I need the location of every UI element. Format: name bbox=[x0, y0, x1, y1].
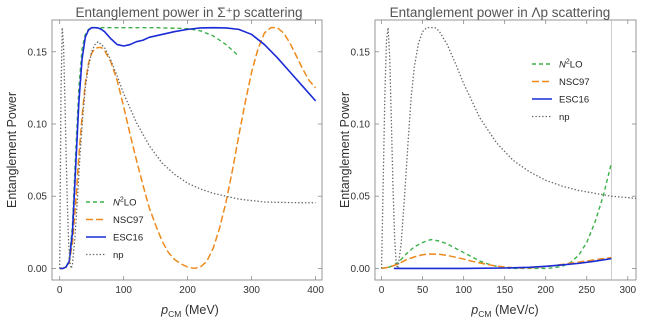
legend: N2LO NSC97 ESC16 np bbox=[86, 197, 144, 261]
x-axis-label: pCM (MeV) bbox=[160, 303, 219, 319]
series-line-np bbox=[380, 27, 637, 270]
series-line-esc16 bbox=[59, 26, 317, 270]
x-tick-label: 150 bbox=[496, 285, 513, 296]
plot-frame bbox=[374, 19, 637, 281]
legend-label: NSC97 bbox=[113, 215, 144, 226]
y-tick-label: 0.15 bbox=[28, 47, 48, 58]
x-tick-label: 300 bbox=[619, 285, 636, 296]
y-tick-label: 0.00 bbox=[28, 264, 48, 275]
legend-label: N2LO bbox=[113, 197, 136, 209]
x-tick-label: 50 bbox=[417, 285, 429, 296]
legend-label: ESC16 bbox=[113, 233, 143, 244]
y-axis-label: Entanglement Power bbox=[338, 92, 352, 208]
series-line-esc16 bbox=[393, 257, 612, 270]
x-tick-label: 250 bbox=[578, 285, 595, 296]
y-tick-label: 0.10 bbox=[28, 120, 48, 131]
series-line-np bbox=[59, 27, 316, 270]
y-tick-label: 0.05 bbox=[28, 192, 48, 203]
chart-title: Entanglement power in Λp scattering bbox=[390, 5, 611, 20]
x-tick-label: 0 bbox=[379, 285, 385, 296]
y-tick-label: 0.05 bbox=[351, 192, 371, 203]
x-axis-label: pCM (MeV/c) bbox=[470, 303, 538, 319]
series-line-n bbox=[59, 26, 240, 270]
x-tick-label: 300 bbox=[243, 285, 260, 296]
legend-label: np bbox=[559, 112, 570, 123]
x-tick-label: 200 bbox=[537, 285, 554, 296]
legend-label: ESC16 bbox=[559, 95, 589, 106]
chart-title: Entanglement power in Σ⁺p scattering bbox=[75, 5, 302, 20]
y-tick-label: 0.15 bbox=[351, 47, 371, 58]
x-tick-label: 400 bbox=[307, 285, 324, 296]
series-line-n bbox=[381, 162, 613, 270]
x-tick-label: 100 bbox=[455, 285, 472, 296]
x-tick-label: 200 bbox=[179, 285, 196, 296]
x-tick-label: 0 bbox=[57, 285, 63, 296]
legend-label: N2LO bbox=[559, 59, 582, 71]
plot-frame bbox=[51, 19, 323, 281]
legend: N2LO NSC97 ESC16 np bbox=[532, 59, 590, 123]
series-line-nsc97 bbox=[59, 26, 317, 270]
legend-label: NSC97 bbox=[559, 77, 590, 88]
y-tick-label: 0.10 bbox=[351, 120, 371, 131]
series-line-nsc97 bbox=[381, 253, 612, 270]
x-tick-label: 100 bbox=[115, 285, 132, 296]
legend-label: np bbox=[113, 250, 124, 261]
chart-lambda-p: Entanglement power in Λp scattering 0 50 10… bbox=[338, 5, 637, 319]
chart-sigma-p: Entanglement power in Σ⁺p scattering 0 100… bbox=[5, 5, 324, 319]
y-tick-label: 0.00 bbox=[351, 264, 371, 275]
y-axis-label: Entanglement Power bbox=[5, 92, 19, 208]
